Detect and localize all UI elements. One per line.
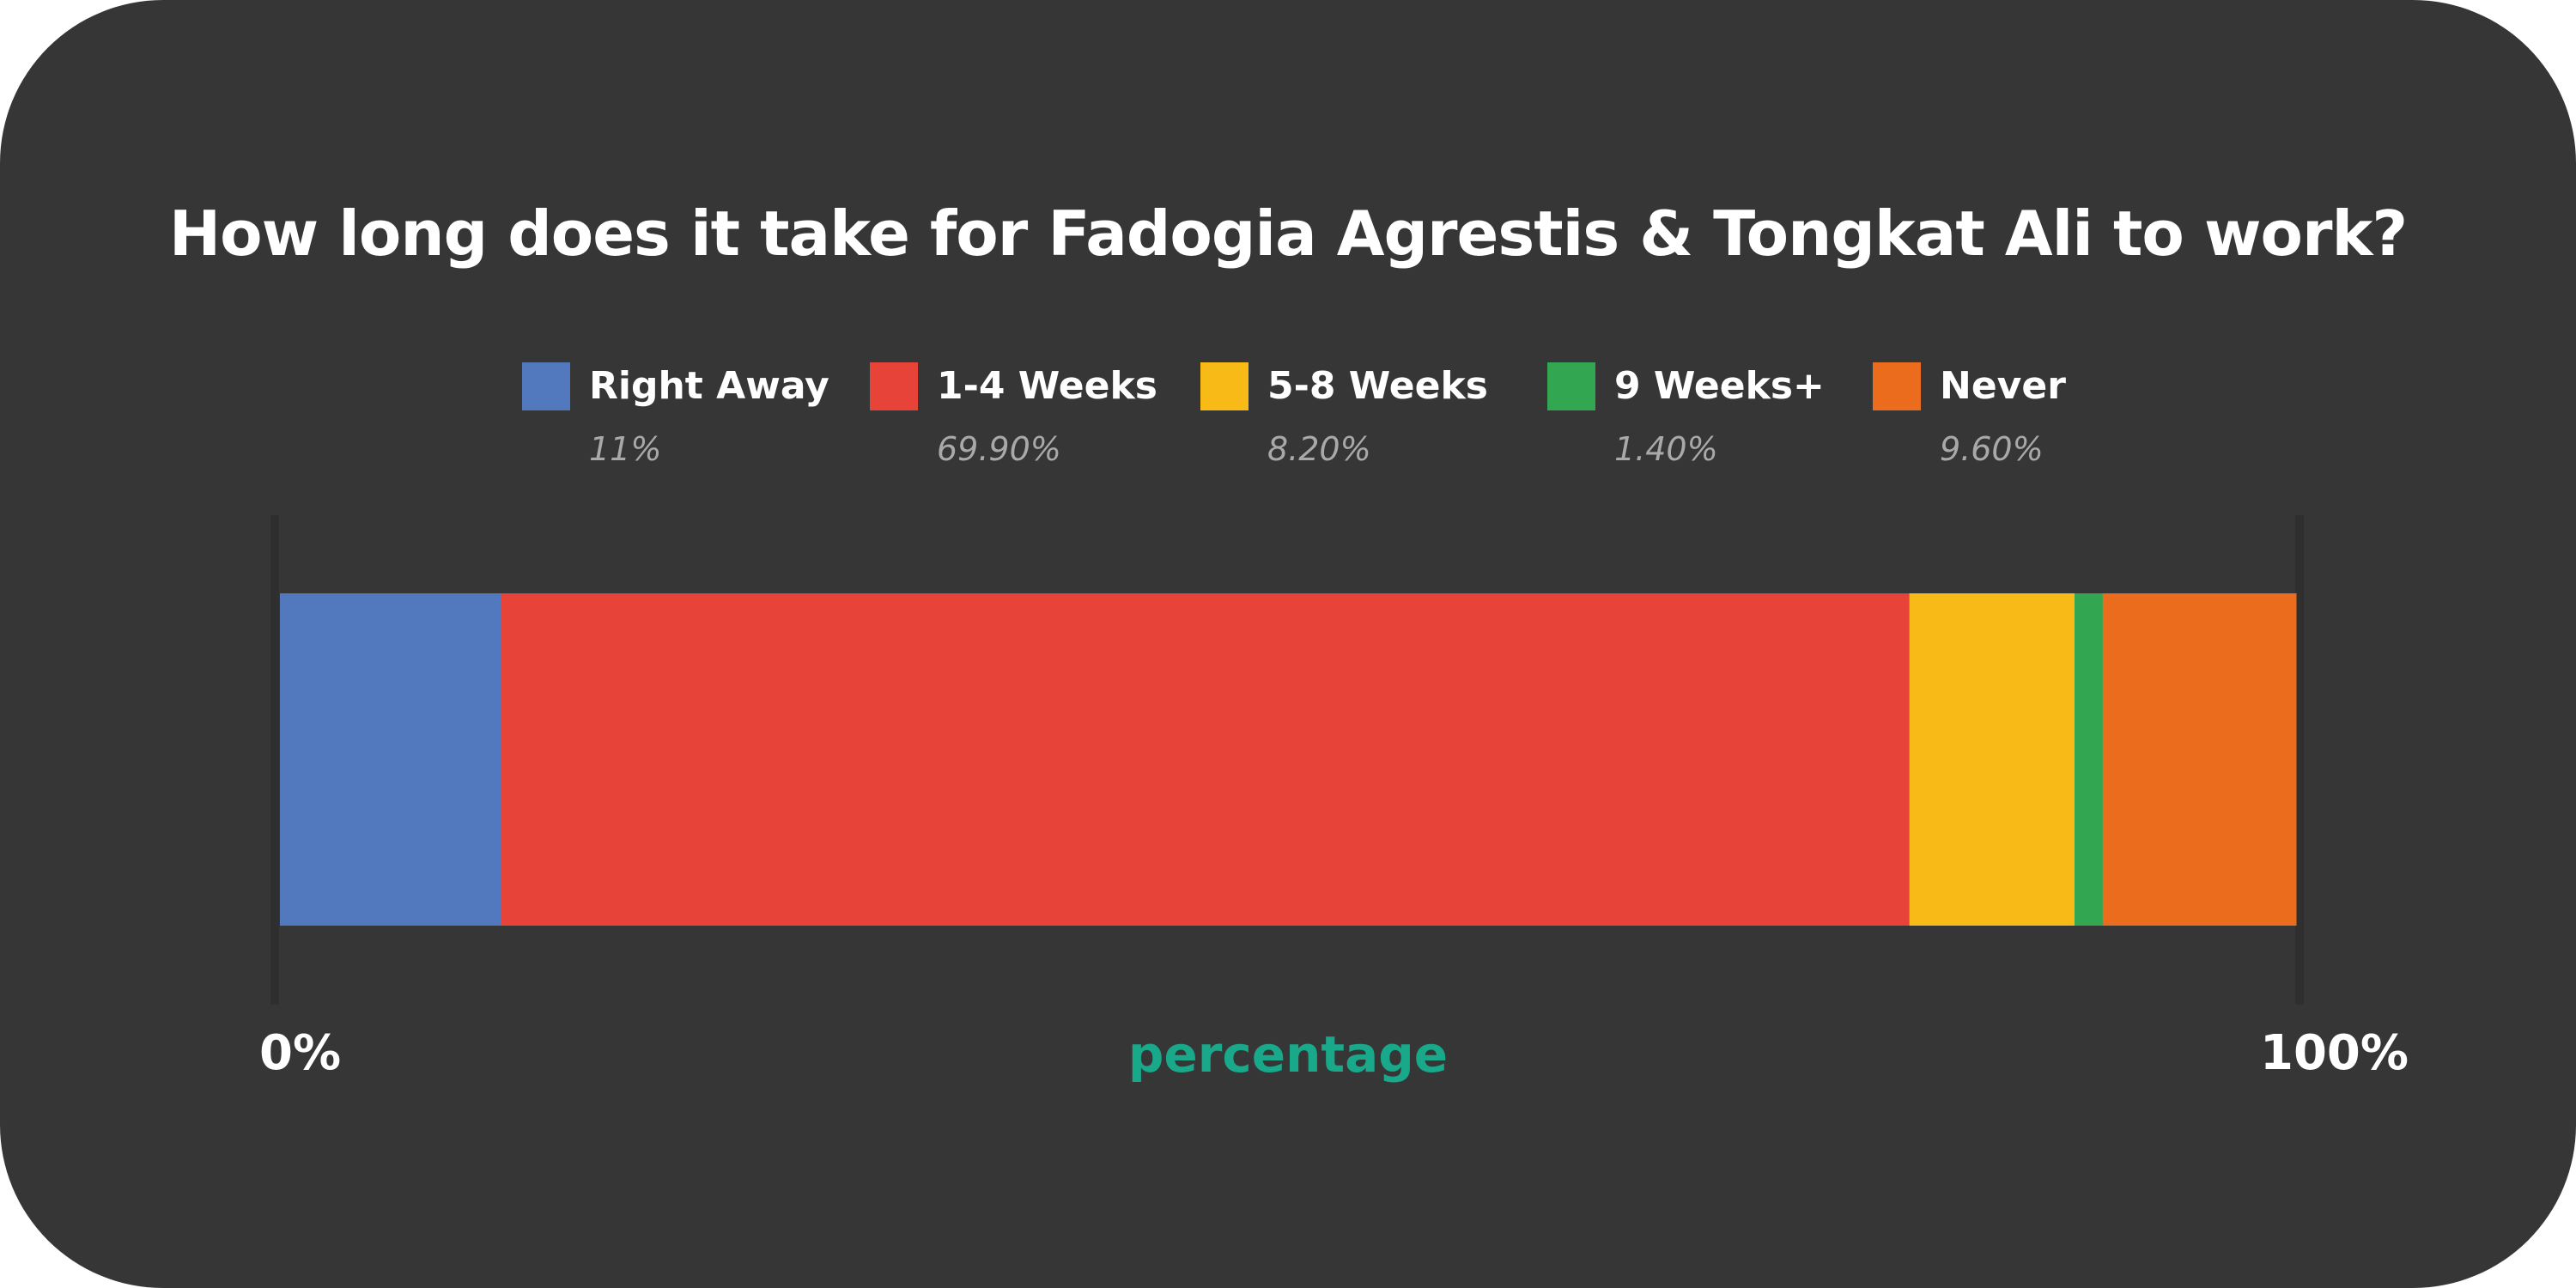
legend-value: 8.20%: [1267, 430, 1371, 468]
bar-segments: [280, 593, 2297, 926]
bar-segment-1-4-weeks: [501, 593, 1911, 926]
chart-title: How long does it take for Fadogia Agrest…: [168, 197, 2408, 270]
legend-swatch: [870, 362, 918, 410]
legend-value: 1.40%: [1614, 430, 1718, 468]
tick-label-100: 100%: [2260, 1025, 2409, 1081]
legend-value: 11%: [589, 430, 662, 468]
legend-swatch: [1873, 362, 1921, 410]
legend-value: 9.60%: [1940, 430, 2044, 468]
tick-label-0: 0%: [259, 1025, 342, 1081]
bar-segment-never: [2102, 593, 2297, 926]
legend-swatch: [1200, 362, 1249, 410]
bar-segment-9-weeks: [2074, 593, 2104, 926]
legend-label: Never: [1940, 364, 2066, 408]
legend-label: Right Away: [589, 364, 829, 408]
legend-swatch: [522, 362, 570, 410]
legend-value: 69.90%: [937, 430, 1061, 468]
bar-segment-right-away: [280, 593, 502, 926]
legend-swatch: [1547, 362, 1595, 410]
legend-label: 1-4 Weeks: [937, 364, 1157, 408]
x-axis-label: percentage: [1127, 1025, 1449, 1084]
legend-label: 5-8 Weeks: [1267, 364, 1488, 408]
legend-label: 9 Weeks+: [1614, 364, 1825, 408]
bar-segment-5-8-weeks: [1909, 593, 2075, 926]
